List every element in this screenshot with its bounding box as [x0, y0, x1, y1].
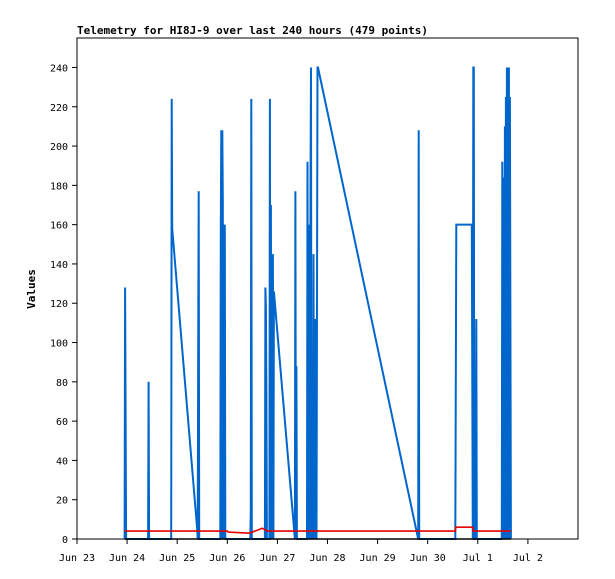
y-tick-label: 180 — [50, 181, 68, 192]
x-tick-label: Jun 24 — [109, 553, 145, 564]
x-tick-label: Jun 29 — [360, 553, 396, 564]
y-tick-label: 160 — [50, 221, 68, 232]
y-tick-label: 240 — [50, 63, 68, 74]
y-tick-label: 20 — [56, 496, 68, 507]
y-tick-label: 140 — [50, 260, 68, 271]
series-line-1 — [124, 526, 511, 534]
series-layer — [123, 66, 512, 540]
y-axis-label: Values — [25, 269, 38, 309]
x-tick-label: Jun 23 — [59, 553, 95, 564]
y-tick-label: 220 — [50, 103, 68, 114]
y-tick-label: 100 — [50, 339, 68, 350]
x-tick-label: Jun 27 — [259, 553, 295, 564]
x-tick-label: Jun 30 — [410, 553, 446, 564]
x-tick-label: Jun 25 — [159, 553, 195, 564]
x-tick-label: Jun 26 — [209, 553, 245, 564]
y-tick-label: 0 — [62, 535, 68, 546]
x-tick-label: Jul 1 — [463, 553, 493, 564]
y-tick-label: 200 — [50, 142, 68, 153]
x-tick-label: Jul 2 — [513, 553, 543, 564]
series-line-0 — [123, 66, 512, 540]
x-axis: Jun 23 Jun 24 Jun 25 Jun 26 Jun 27 Jun 28 Jun … — [59, 539, 543, 564]
chart-title: Telemetry for HI8J-9 over last 240 hours… — [77, 24, 428, 37]
x-tick-label: Jun 28 — [309, 553, 345, 564]
y-tick-label: 60 — [56, 417, 68, 428]
y-axis: 0 20 40 60 80 100 120 140 160 180 200 220 240 — [50, 63, 77, 546]
y-tick-label: 40 — [56, 456, 68, 467]
y-tick-label: 120 — [50, 299, 68, 310]
y-tick-label: 80 — [56, 378, 68, 389]
